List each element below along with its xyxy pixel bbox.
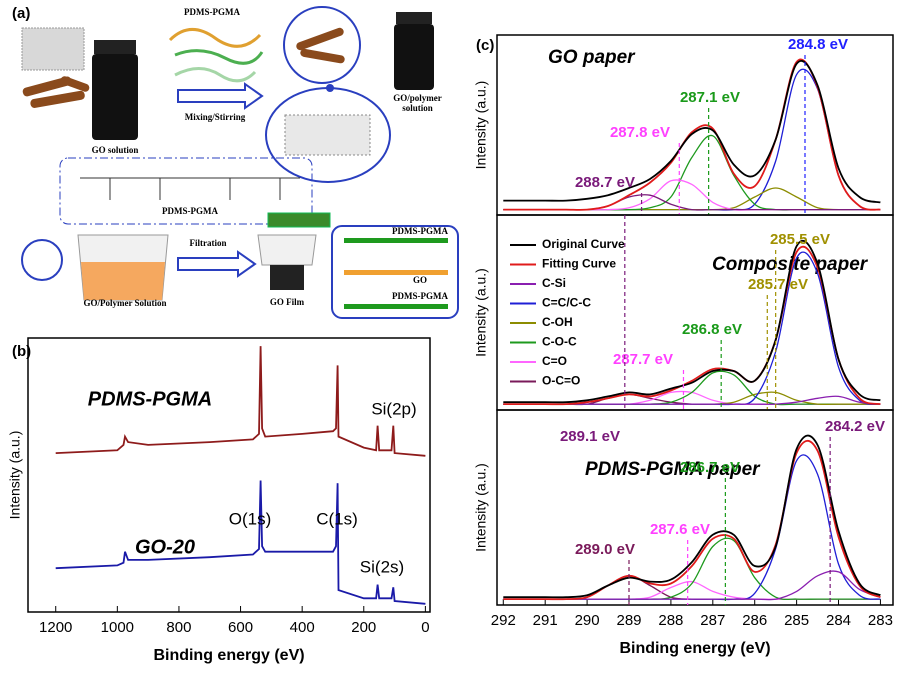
caption: Filtration [190,238,227,248]
graphene-sheet [22,28,84,70]
x-tick-label: 200 [351,619,376,636]
x-tick-label: 800 [166,619,191,636]
rods [22,75,91,109]
x-tick-label: 291 [533,612,558,629]
layer [344,238,448,243]
y-axis-label: Intensity (a.u.) [473,268,489,357]
x-axis-label: Binding energy (eV) [153,647,304,664]
graphene-sheet [285,115,370,155]
x-tick-label: 600 [228,619,253,636]
peak-label: O(1s) [229,509,272,528]
panel-label: (b) [12,343,31,360]
x-tick-label: 400 [290,619,315,636]
peak-label: 286.8 eV [682,321,742,338]
x-tick-label: 289 [616,612,641,629]
caption: PDMS-PGMA [184,7,240,17]
legend-label: C-O-C [542,335,577,349]
legend-label: C=O [542,354,567,368]
bottle [394,24,434,90]
y-axis-label: Intensity (a.u.) [473,463,489,552]
filter [258,235,316,265]
x-tick-label: 290 [575,612,600,629]
series-line [503,180,880,210]
film [270,265,304,290]
legend-label: Fitting Curve [542,257,616,271]
layer [344,270,448,275]
legend-label: C-Si [542,276,566,290]
peak-label: 288.7 eV [575,174,635,191]
peak-label: C(1s) [316,509,358,528]
caption: GO/polymer solution [380,93,455,113]
series-line [503,135,880,210]
peak-label: Si(2s) [360,557,404,576]
y-axis-label: Intensity (a.u.) [7,431,23,520]
bottle [92,54,138,140]
bottle-cap [94,40,136,54]
x-tick-label: 284 [826,612,851,629]
layer [344,304,448,309]
zoom-circle [22,240,62,280]
series-line [503,576,880,599]
series-line [56,481,426,604]
caption: GO solution [92,145,139,155]
legend-label: O-C=O [542,374,580,388]
film-strip [268,213,330,227]
structure [80,178,300,200]
solution [81,262,165,300]
series-label: GO-20 [135,536,195,558]
x-tick-label: 288 [658,612,683,629]
peak-label: 287.1 eV [680,89,740,106]
bottle-cap [396,12,432,24]
peak-label: 285.7 eV [748,276,808,293]
x-tick-label: 287 [700,612,725,629]
peak-label: 284.2 eV [825,418,885,435]
x-axis-label: Binding energy (eV) [619,640,770,657]
legend-label: C=C/C-C [542,296,591,310]
x-tick-label: 292 [491,612,516,629]
x-tick-label: 0 [421,619,429,636]
peak-label: 289.1 eV [560,428,620,445]
series-line [503,571,880,600]
series-line [503,538,880,599]
series-label: PDMS-PGMA [88,388,212,410]
peak-label: 286.7 eV [680,459,740,476]
caption: PDMS-PGMA [392,291,448,301]
peak-label: 284.8 eV [788,36,848,53]
series-line [503,188,880,210]
caption: Mixing/Stirring [185,112,246,122]
x-tick-label: 285 [784,612,809,629]
arrow [178,84,262,108]
x-tick-label: 1200 [39,619,72,636]
peak-label: 287.8 eV [610,124,670,141]
peak-label: Si(2p) [371,399,416,418]
caption: PDMS-PGMA [162,206,218,216]
peak-label: 289.0 eV [575,541,635,558]
x-tick-label: 286 [742,612,767,629]
peak-label: 287.7 eV [613,351,673,368]
caption: PDMS-PGMA [392,226,448,236]
chart-title: GO paper [548,47,636,68]
figure: (a) GO solution PDMS-PGMA Mixing/Stirrin… [0,0,899,681]
panel-label: (a) [12,5,30,22]
zoom-circle [284,7,360,83]
caption: GO [413,275,427,285]
polymer [170,29,262,80]
arrow [178,252,255,276]
legend-label: C-OH [542,315,573,329]
series-line [503,195,880,210]
caption: GO/Polymer Solution [70,298,180,308]
panel-label: (c) [476,37,494,54]
peak-label: 287.6 eV [650,521,710,538]
panel-a: (a) GO solution PDMS-PGMA Mixing/Stirrin… [12,5,458,322]
caption: GO Film [270,297,305,307]
y-axis-label: Intensity (a.u.) [473,81,489,170]
legend-label: Original Curve [542,237,625,251]
peak-label: 285.5 eV [770,231,830,248]
x-tick-label: 283 [868,612,893,629]
x-tick-label: 1000 [101,619,134,636]
dot [326,84,334,92]
